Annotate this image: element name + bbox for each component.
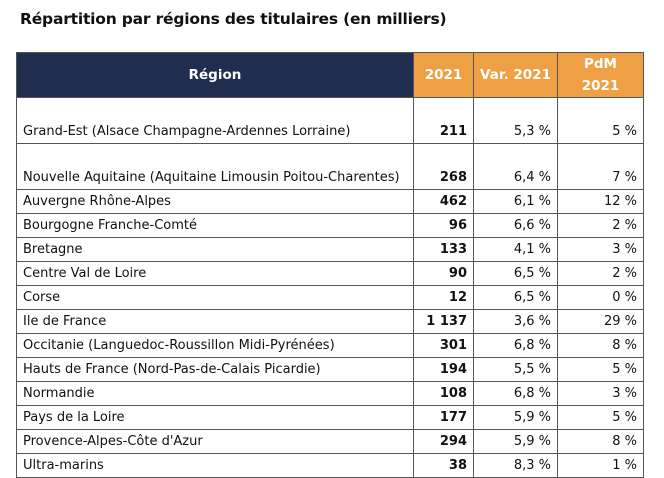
header-year: 2021 [413,52,474,98]
value-cell: 38 [413,453,474,478]
region-cell: Bretagne [16,237,414,262]
value-cell: 301 [413,333,474,358]
value-cell: 108 [413,381,474,406]
region-cell: Bourgogne Franche-Comté [16,213,414,238]
pdm-cell: 2 % [557,213,644,238]
table-row: Normandie 108 6,8 % 3 % [16,381,644,406]
var-cell: 5,9 % [473,429,558,454]
region-cell: Occitanie (Languedoc-Roussillon Midi-Pyr… [16,333,414,358]
var-cell: 4,1 % [473,237,558,262]
var-cell: 6,6 % [473,213,558,238]
table-row: Bourgogne Franche-Comté 96 6,6 % 2 % [16,213,644,238]
region-cell: Ultra-marins [16,453,414,478]
pdm-cell: 12 % [557,189,644,214]
var-cell: 6,4 % [473,143,558,190]
value-cell: 462 [413,189,474,214]
table-row: Grand-Est (Alsace Champagne-Ardennes Lor… [16,97,644,144]
region-cell: Corse [16,285,414,310]
value-cell: 90 [413,261,474,286]
value-cell: 133 [413,237,474,262]
table-row: Corse 12 6,5 % 0 % [16,285,644,310]
region-cell: Grand-Est (Alsace Champagne-Ardennes Lor… [16,97,414,144]
table-row: Ile de France 1 137 3,6 % 29 % [16,309,644,334]
table-header-row: Région 2021 Var. 2021 PdM 2021 [16,52,644,98]
header-var: Var. 2021 [473,52,558,98]
pdm-cell: 8 % [557,333,644,358]
value-cell: 1 137 [413,309,474,334]
table-row: Auvergne Rhône-Alpes 462 6,1 % 12 % [16,189,644,214]
value-cell: 96 [413,213,474,238]
var-cell: 8,3 % [473,453,558,478]
pdm-cell: 3 % [557,237,644,262]
value-cell: 211 [413,97,474,144]
var-cell: 3,6 % [473,309,558,334]
header-region: Région [16,52,414,98]
table-row: Centre Val de Loire 90 6,5 % 2 % [16,261,644,286]
var-cell: 6,5 % [473,285,558,310]
pdm-cell: 5 % [557,357,644,382]
region-cell: Normandie [16,381,414,406]
pdm-cell: 0 % [557,285,644,310]
value-cell: 194 [413,357,474,382]
pdm-cell: 29 % [557,309,644,334]
region-cell: Centre Val de Loire [16,261,414,286]
pdm-cell: 7 % [557,143,644,190]
pdm-cell: 1 % [557,453,644,478]
pdm-cell: 2 % [557,261,644,286]
region-cell: Provence-Alpes-Côte d'Azur [16,429,414,454]
table-row: Ultra-marins 38 8,3 % 1 % [16,453,644,478]
table-title: Répartition par régions des titulaires (… [20,10,447,28]
pdm-cell: 8 % [557,429,644,454]
table-row: Bretagne 133 4,1 % 3 % [16,237,644,262]
table-row: Hauts de France (Nord-Pas-de-Calais Pica… [16,357,644,382]
table-row: Nouvelle Aquitaine (Aquitaine Limousin P… [16,143,644,190]
value-cell: 294 [413,429,474,454]
regions-table: Région 2021 Var. 2021 PdM 2021 Grand-Est… [16,52,644,478]
value-cell: 177 [413,405,474,430]
var-cell: 6,5 % [473,261,558,286]
table-row: Provence-Alpes-Côte d'Azur 294 5,9 % 8 % [16,429,644,454]
pdm-cell: 5 % [557,97,644,144]
region-cell: Hauts de France (Nord-Pas-de-Calais Pica… [16,357,414,382]
var-cell: 6,1 % [473,189,558,214]
var-cell: 5,9 % [473,405,558,430]
pdm-cell: 3 % [557,381,644,406]
region-cell: Nouvelle Aquitaine (Aquitaine Limousin P… [16,143,414,190]
var-cell: 6,8 % [473,333,558,358]
var-cell: 5,3 % [473,97,558,144]
region-cell: Ile de France [16,309,414,334]
pdm-cell: 5 % [557,405,644,430]
header-pdm: PdM 2021 [557,52,644,98]
var-cell: 5,5 % [473,357,558,382]
table-row: Occitanie (Languedoc-Roussillon Midi-Pyr… [16,333,644,358]
value-cell: 268 [413,143,474,190]
region-cell: Pays de la Loire [16,405,414,430]
region-cell: Auvergne Rhône-Alpes [16,189,414,214]
var-cell: 6,8 % [473,381,558,406]
value-cell: 12 [413,285,474,310]
table-row: Pays de la Loire 177 5,9 % 5 % [16,405,644,430]
